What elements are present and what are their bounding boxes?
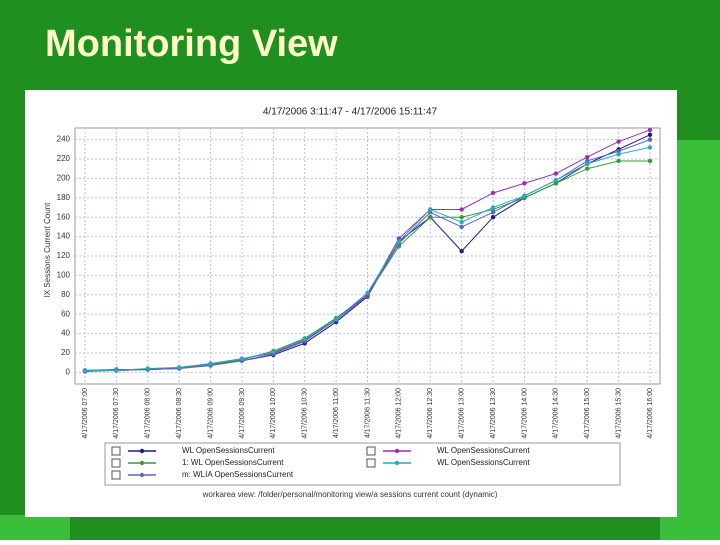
x-tick-label: 4/17/2006 15:30 [615, 388, 622, 439]
data-point [459, 207, 464, 212]
data-point [208, 361, 213, 366]
legend-marker [139, 448, 145, 454]
data-point [459, 219, 464, 225]
data-point [616, 158, 621, 164]
x-tick-label: 4/17/2006 07:30 [113, 388, 120, 439]
data-point [647, 145, 653, 150]
data-point [145, 366, 150, 371]
y-tick-label: 40 [61, 329, 70, 338]
legend-marker [394, 460, 400, 466]
x-tick-label: 4/17/2006 08:00 [145, 388, 152, 439]
data-point [176, 365, 182, 370]
legend-marker [139, 472, 145, 478]
y-tick-label: 200 [57, 174, 71, 183]
data-point [553, 178, 559, 183]
data-point [459, 215, 464, 220]
data-point [647, 137, 653, 142]
data-point [585, 161, 590, 167]
x-tick-label: 4/17/2006 09:30 [239, 388, 246, 439]
data-point [428, 207, 433, 212]
x-tick-label: 4/17/2006 12:00 [396, 388, 403, 439]
x-tick-label: 4/17/2006 11:30 [364, 388, 371, 438]
data-point [616, 139, 621, 144]
legend-label: WL OpenSessionsCurrent [437, 446, 530, 455]
x-tick-label: 4/17/2006 12:30 [427, 388, 434, 439]
x-tick-label: 4/17/2006 15:00 [584, 388, 591, 439]
chart-title: 4/17/2006 3:11:47 - 4/17/2006 15:11:47 [263, 107, 438, 118]
legend-box [104, 442, 621, 486]
data-point [490, 210, 496, 215]
x-tick-label: 4/17/2006 13:30 [490, 388, 497, 439]
legend-label: 1: WL OpenSessionsCurrent [182, 458, 284, 467]
x-tick-label: 4/17/2006 09:00 [207, 388, 214, 439]
data-point [522, 181, 527, 186]
decor-block [0, 515, 70, 540]
data-point [490, 205, 496, 210]
data-point [114, 368, 119, 373]
slide-title: Monitoring View [45, 23, 338, 65]
x-tick-label: 4/17/2006 08:30 [176, 388, 183, 439]
data-point [585, 154, 590, 160]
data-point [585, 166, 590, 171]
x-tick-label: 4/17/2006 10:00 [270, 388, 277, 439]
data-point [647, 132, 653, 137]
data-point [396, 239, 402, 244]
y-tick-label: 100 [57, 271, 71, 280]
x-tick-label: 4/17/2006 14:00 [521, 388, 528, 439]
y-tick-label: 0 [66, 367, 71, 376]
x-tick-label: 4/17/2006 07:00 [82, 388, 89, 439]
y-tick-label: 220 [57, 154, 71, 163]
data-point [553, 171, 559, 176]
legend-marker [394, 448, 400, 454]
data-point [616, 151, 621, 157]
legend-label: m: WLIA OpenSessionsCurrent [182, 470, 294, 479]
y-tick-label: 160 [57, 212, 71, 221]
y-axis-label: IX Sessions Current Count [43, 202, 52, 297]
data-point [459, 248, 464, 254]
legend-label: WL OpenSessionsCurrent [437, 458, 530, 467]
legend-checkbox [111, 458, 121, 468]
x-tick-label: 4/17/2006 10:30 [302, 388, 309, 439]
legend-label: WL OpenSessionsCurrent [182, 446, 275, 455]
data-point [365, 290, 370, 296]
y-tick-label: 120 [57, 251, 71, 260]
data-point [82, 368, 88, 373]
x-tick-label: 4/17/2006 16:00 [647, 388, 654, 439]
y-tick-label: 140 [57, 232, 71, 241]
data-point [333, 316, 339, 322]
data-point [490, 215, 496, 220]
data-point [647, 127, 653, 133]
footer-path: workarea view: /folder/personal/monitori… [202, 490, 498, 499]
x-tick-label: 4/17/2006 14:30 [553, 388, 560, 439]
data-point [522, 193, 527, 199]
y-tick-label: 60 [61, 309, 70, 318]
x-tick-label: 4/17/2006 13:00 [459, 388, 466, 439]
data-point [459, 224, 464, 230]
y-tick-label: 240 [57, 135, 71, 144]
data-point [647, 158, 653, 164]
legend-checkbox [366, 446, 376, 456]
data-point [302, 337, 307, 342]
y-tick-label: 20 [61, 348, 70, 357]
data-point [428, 215, 433, 220]
y-tick-label: 180 [57, 193, 71, 202]
legend-checkbox [111, 470, 121, 480]
data-point [490, 190, 496, 196]
y-tick-label: 80 [61, 290, 70, 299]
data-point [271, 349, 276, 355]
legend-marker [139, 460, 145, 466]
data-point [239, 356, 245, 361]
legend-checkbox [111, 446, 121, 456]
legend-checkbox [366, 458, 376, 468]
x-tick-label: 4/17/2006 11:00 [333, 388, 340, 438]
